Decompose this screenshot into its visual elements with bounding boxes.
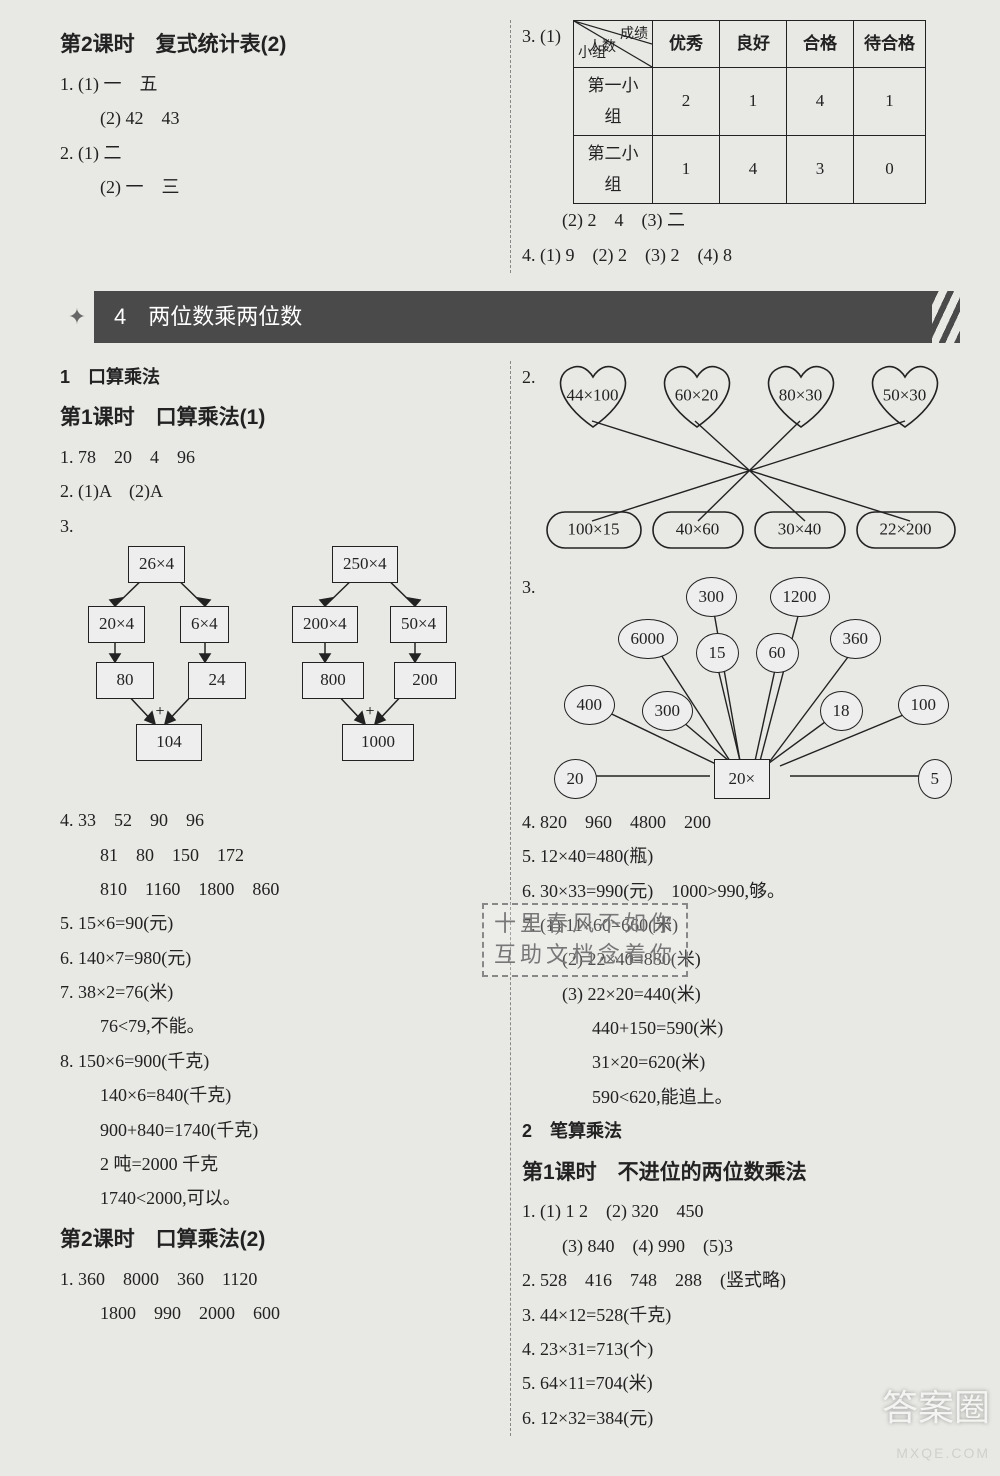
banner-title: 4 两位数乘两位数: [94, 291, 960, 343]
r-b3: 3. 44×12=528(千克): [522, 1299, 960, 1331]
col-h2: 良好: [720, 21, 787, 68]
r-q2-label: 2.: [522, 361, 536, 571]
r-a7e: 31×20=620(米): [522, 1046, 960, 1078]
col-h3: 合格: [787, 21, 854, 68]
r-b1: 1. (1) 1 2 (2) 320 450: [522, 1195, 960, 1227]
hearts-diagram: 44×100 60×20 80×30 50×30: [540, 361, 961, 571]
l-a8c: 900+840=1740(千克): [60, 1114, 498, 1146]
l-a2: 2. (1)A (2)A: [60, 475, 498, 507]
svg-text:+: +: [365, 703, 374, 720]
ans-1-2: 2. (1) 二: [60, 137, 498, 169]
lesson-title-top: 第2课时 复式统计表(2): [60, 26, 498, 64]
spider-diagram: 300 1200 6000 15 60 360 400 300 18 100 2…: [540, 571, 961, 806]
l-a8d: 2 吨=2000 千克: [60, 1148, 498, 1180]
diag-header: 成绩 人数 小组: [574, 21, 653, 68]
r-a7d: 440+150=590(米): [522, 1012, 960, 1044]
stat-table: 成绩 人数 小组 优秀 良好 合格 待合格 第一小组 2 1 4: [573, 20, 926, 204]
r-a5: 5. 12×40=480(瓶): [522, 840, 960, 872]
l-a8e: 1740<2000,可以。: [60, 1182, 498, 1214]
r-b2: 2. 528 416 748 288 (竖式略): [522, 1264, 960, 1296]
l-b1b: 1800 990 2000 600: [60, 1297, 498, 1329]
r-b4: 4. 23×31=713(个): [522, 1333, 960, 1365]
l-a8b: 140×6=840(千克): [60, 1079, 498, 1111]
q3-b: (2) 2 4 (3) 二: [522, 204, 960, 236]
col-h1: 优秀: [653, 21, 720, 68]
l-a8a: 8. 150×6=900(千克): [60, 1045, 498, 1077]
r-a7f: 590<620,能追上。: [522, 1081, 960, 1113]
r-a7c: (3) 22×20=440(米): [522, 978, 960, 1010]
site-watermark: 答案圈 MXQE.COM: [882, 1376, 990, 1466]
table-row: 第一小组 2 1 4 1: [574, 68, 926, 136]
sub-h2: 2 笔算乘法: [522, 1115, 960, 1147]
sub-h1: 1 口算乘法: [60, 361, 498, 393]
r-a4: 4. 820 960 4800 200: [522, 806, 960, 838]
r-q3-label: 3.: [522, 571, 536, 806]
l-a7b: 76<79,不能。: [60, 1010, 498, 1042]
ans-1-1b: (2) 42 43: [60, 102, 498, 134]
ans-1-1: 1. (1) 一 五: [60, 68, 498, 100]
lesson-l2: 第2课时 口算乘法(2): [60, 1221, 498, 1259]
svg-text:+: +: [155, 703, 164, 720]
l-a5: 5. 15×6=90(元): [60, 907, 498, 939]
tree-diagram: + + 26×4 20×4 6×4 80: [80, 544, 498, 804]
l-a7a: 7. 38×2=76(米): [60, 976, 498, 1008]
q3-label: 3. (1): [522, 20, 561, 52]
lesson-r1: 第1课时 不进位的两位数乘法: [522, 1154, 960, 1192]
r-b1b: (3) 840 (4) 990 (5)3: [522, 1230, 960, 1262]
l-a4b: 81 80 150 172: [60, 839, 498, 871]
watermark-stamp: 十里春风不如你 互助文档念着你: [482, 903, 688, 977]
l-a1: 1. 78 20 4 96: [60, 441, 498, 473]
q4: 4. (1) 9 (2) 2 (3) 2 (4) 8: [522, 239, 960, 271]
table-row: 第二小组 1 4 3 0: [574, 136, 926, 204]
l-a4c: 810 1160 1800 860: [60, 873, 498, 905]
ans-1-2b: (2) 一 三: [60, 171, 498, 203]
section-banner: ✦ 4 两位数乘两位数: [60, 291, 960, 343]
l-b1a: 1. 360 8000 360 1120: [60, 1263, 498, 1295]
bulb-icon: ✦: [60, 300, 94, 334]
l-a6: 6. 140×7=980(元): [60, 942, 498, 974]
lesson-l1: 第1课时 口算乘法(1): [60, 399, 498, 437]
col-h4: 待合格: [854, 21, 926, 68]
l-a3: 3.: [60, 510, 498, 542]
l-a4a: 4. 33 52 90 96: [60, 804, 498, 836]
